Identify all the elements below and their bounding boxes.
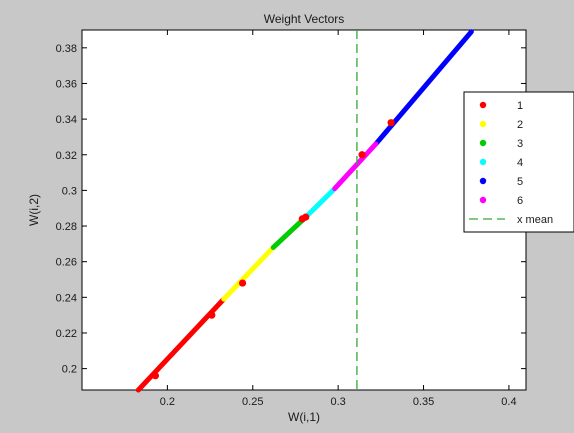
y-tick-label: 0.22 xyxy=(56,328,77,340)
legend-marker-2 xyxy=(479,120,487,128)
legend-label-4: 4 xyxy=(517,157,523,169)
series-4-points xyxy=(303,186,338,220)
chart-title: Weight Vectors xyxy=(264,12,344,26)
x-tick-label: 0.3 xyxy=(331,396,346,408)
highlight-points-layer xyxy=(151,119,395,380)
highlight-point xyxy=(208,311,216,319)
series-3-points xyxy=(270,214,309,250)
y-tick-label: 0.26 xyxy=(56,257,77,269)
plot-area xyxy=(81,29,527,391)
legend-label-x-mean: x mean xyxy=(517,214,553,226)
y-axis-label: W(i,2) xyxy=(27,194,41,226)
legend-marker-6 xyxy=(479,196,487,204)
y-tick-label: 0.2 xyxy=(62,364,77,376)
legend-marker-3 xyxy=(479,139,487,147)
legend-label-3: 3 xyxy=(517,138,523,150)
y-tick-label: 0.24 xyxy=(56,292,77,304)
x-tick-label: 0.25 xyxy=(242,396,263,408)
legend-entries: 1 2 3 4 5 6 x mean xyxy=(469,100,553,226)
x-tick-label: 0.35 xyxy=(413,396,434,408)
highlight-point xyxy=(387,119,395,127)
highlight-point xyxy=(358,151,366,159)
x-axis-ticks: 0.2 0.25 0.3 0.35 0.4 xyxy=(160,30,517,408)
y-tick-label: 0.38 xyxy=(56,43,77,55)
highlight-point xyxy=(302,213,310,221)
legend-label-5: 5 xyxy=(517,176,523,188)
y-tick-label: 0.3 xyxy=(62,185,77,197)
x-tick-label: 0.2 xyxy=(160,396,175,408)
y-axis-ticks: 0.2 0.22 0.24 0.26 0.28 0.3 0.32 0.34 0.36 0.38 xyxy=(56,43,526,376)
legend-label-6: 6 xyxy=(517,195,523,207)
x-axis-label: W(i,1) xyxy=(288,410,320,424)
highlight-point xyxy=(238,279,247,287)
legend-marker-1 xyxy=(479,101,487,109)
legend: 1 2 3 4 5 6 x mean xyxy=(463,91,574,233)
x-tick-label: 0.4 xyxy=(501,396,516,408)
highlight-point xyxy=(151,372,160,380)
legend-label-2: 2 xyxy=(517,119,523,131)
legend-label-1: 1 xyxy=(517,100,523,112)
y-tick-label: 0.28 xyxy=(56,221,77,233)
legend-marker-5 xyxy=(479,177,487,185)
series-2-points xyxy=(221,244,276,302)
series-6-points xyxy=(332,141,379,192)
y-tick-label: 0.36 xyxy=(56,78,77,90)
y-tick-label: 0.34 xyxy=(56,114,77,126)
legend-marker-4 xyxy=(479,158,487,166)
y-tick-label: 0.32 xyxy=(56,150,77,162)
